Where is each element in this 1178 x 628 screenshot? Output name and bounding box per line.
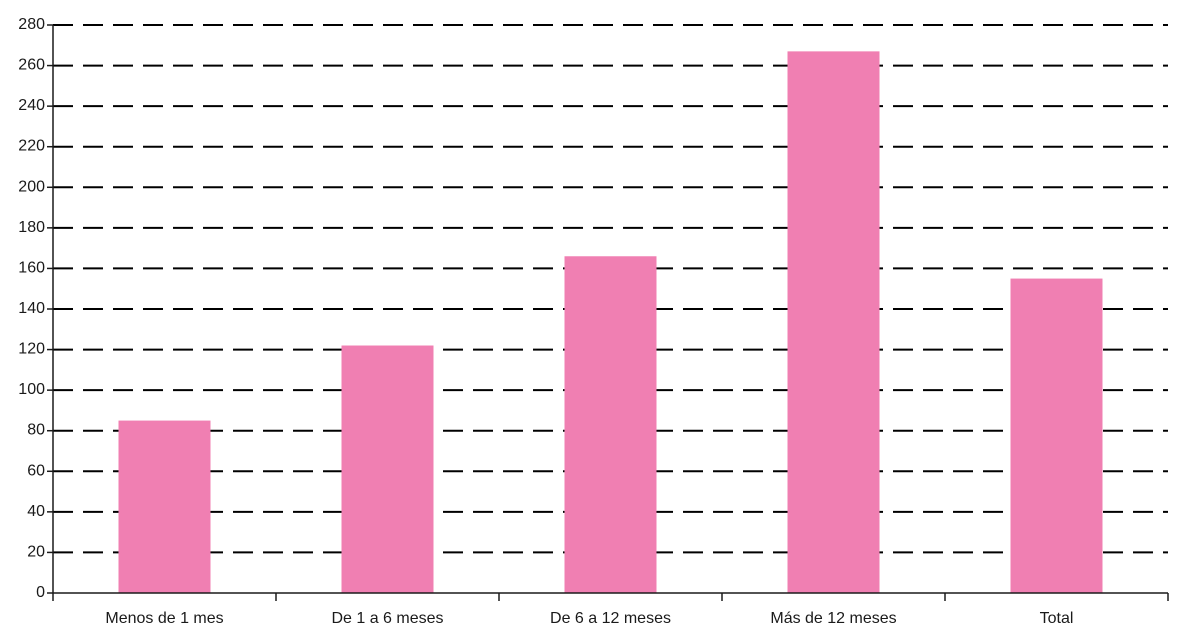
- bar-3: [787, 51, 880, 593]
- y-tick-label-160: 160: [18, 259, 45, 276]
- y-tick-label-100: 100: [18, 381, 45, 398]
- y-tick-label-60: 60: [27, 462, 45, 479]
- bar-4: [1010, 278, 1103, 593]
- y-axis-ticks: 0 20 40 60 80 100 120 140 160 180 200 220 240 260 280: [18, 16, 53, 601]
- y-tick-label-40: 40: [27, 503, 45, 520]
- x-category-label-0: Menos de 1 mes: [105, 610, 223, 627]
- y-tick-label-0: 0: [36, 584, 45, 601]
- bar-0: [118, 420, 211, 593]
- y-tick-label-240: 240: [18, 97, 45, 114]
- x-axis-ticks: Menos de 1 mes De 1 a 6 meses De 6 a 12 me…: [52, 593, 1169, 627]
- y-tick-label-120: 120: [18, 341, 45, 358]
- y-tick-label-280: 280: [18, 16, 45, 33]
- y-tick-label-180: 180: [18, 219, 45, 236]
- y-tick-label-80: 80: [27, 422, 45, 439]
- x-category-label-4: Total: [1040, 610, 1074, 627]
- bar-1: [341, 345, 434, 593]
- x-category-label-1: De 1 a 6 meses: [331, 610, 443, 627]
- y-tick-label-140: 140: [18, 300, 45, 317]
- y-tick-label-20: 20: [27, 543, 45, 560]
- y-tick-label-220: 220: [18, 138, 45, 155]
- bar-2: [564, 256, 657, 593]
- y-tick-label-200: 200: [18, 178, 45, 195]
- x-category-label-2: De 6 a 12 meses: [550, 610, 671, 627]
- y-tick-label-260: 260: [18, 57, 45, 74]
- x-category-label-3: Más de 12 meses: [770, 610, 896, 627]
- bars: [118, 51, 1103, 593]
